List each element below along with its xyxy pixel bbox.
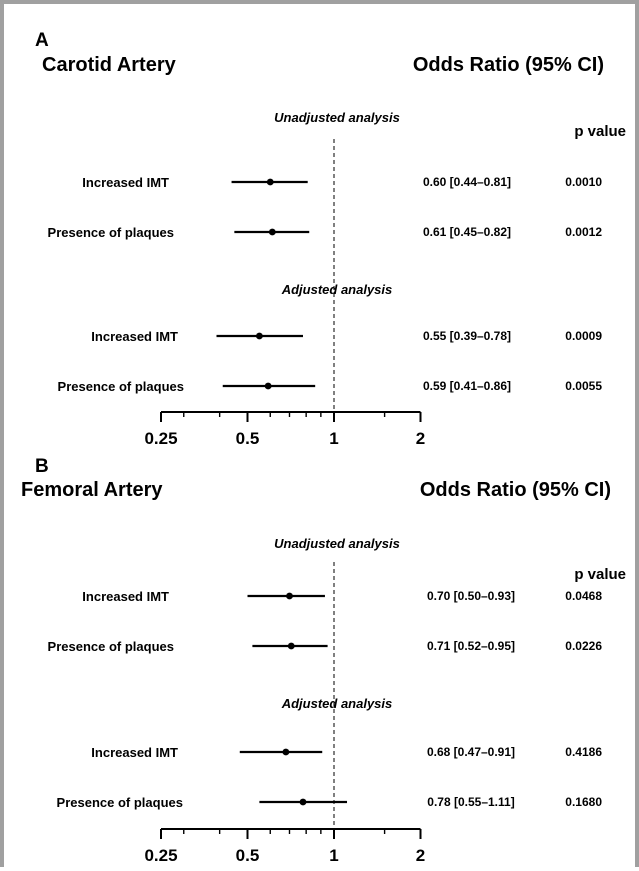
panel-a-row-label: Presence of plaques (58, 379, 184, 394)
panel-a-group-label: Adjusted analysis (281, 282, 393, 297)
panel-a-or-point (255, 332, 263, 340)
panel-b-p-value: 0.0226 (565, 639, 602, 653)
panel-b-or-value: 0.71 [0.52–0.95] (427, 639, 515, 653)
panel-a-tick-label: 1 (329, 429, 338, 448)
panel-a-letter: A (35, 30, 49, 51)
panel-a-p-value: 0.0012 (565, 225, 602, 239)
panel-b-p-value: 0.4186 (565, 745, 602, 759)
panel-b-group-label: Adjusted analysis (281, 696, 393, 711)
panel-b-letter: B (35, 456, 49, 477)
panel-b-row-label: Presence of plaques (57, 795, 183, 810)
panel-b-tick-label: 1 (329, 846, 338, 865)
panel-b-or-value: 0.70 [0.50–0.93] (427, 589, 515, 603)
panel-b-p-value: 0.1680 (565, 795, 602, 809)
panel-b-row-label: Increased IMT (82, 589, 169, 604)
panel-a-row-label: Increased IMT (91, 329, 178, 344)
panel-b-title: Femoral Artery (21, 479, 163, 501)
panel-b-header: Odds Ratio (95% CI) (420, 479, 611, 501)
panel-b-tick-label: 0.5 (236, 846, 260, 865)
panel-a-or-value: 0.61 [0.45–0.82] (423, 225, 511, 239)
panel-b-pvalue-header: p value (574, 566, 626, 583)
panel-a-row-label: Increased IMT (82, 175, 169, 190)
panel-b-or-point (286, 592, 293, 600)
panel-a-or-value: 0.60 [0.44–0.81] (423, 175, 511, 189)
panel-a-tick-label: 0.5 (236, 429, 260, 448)
panel-b-tick-label: 2 (416, 846, 425, 865)
panel-a-or-value: 0.55 [0.39–0.78] (423, 329, 511, 343)
panel-b-group-label: Unadjusted analysis (274, 536, 400, 551)
panel-a-or-point (264, 382, 272, 390)
panel-a-pvalue-header: p value (574, 123, 626, 140)
panel-b-row-label: Presence of plaques (48, 639, 174, 654)
panel-b-or-point (282, 748, 290, 756)
panel-a-row-label: Presence of plaques (48, 225, 174, 240)
panel-a-p-value: 0.0010 (565, 175, 602, 189)
panel-a-group-label: Unadjusted analysis (274, 110, 400, 125)
panel-b-or-value: 0.68 [0.47–0.91] (427, 745, 515, 759)
panel-b-tick-label: 0.25 (144, 846, 177, 865)
panel-a-or-value: 0.59 [0.41–0.86] (423, 379, 511, 393)
forest-plot-figure: A Carotid Artery Odds Ratio (95% CI) p valu… (21, 30, 626, 865)
panel-a-p-value: 0.0009 (565, 329, 602, 343)
panel-b-row-label: Increased IMT (91, 745, 178, 760)
panel-b-p-value: 0.0468 (565, 589, 602, 603)
panel-a-or-point (268, 228, 276, 236)
panel-a-title: Carotid Artery (42, 54, 177, 76)
panel-a-or-point (266, 178, 274, 186)
panel-a-header: Odds Ratio (95% CI) (413, 54, 604, 76)
panel-a-tick-label: 0.25 (144, 429, 177, 448)
panel-b-or-point (299, 798, 307, 806)
panel-a-p-value: 0.0055 (565, 379, 602, 393)
panel-b-or-point (287, 642, 295, 650)
panel-a-tick-label: 2 (416, 429, 425, 448)
panel-b-or-value: 0.78 [0.55–1.11] (427, 795, 514, 809)
